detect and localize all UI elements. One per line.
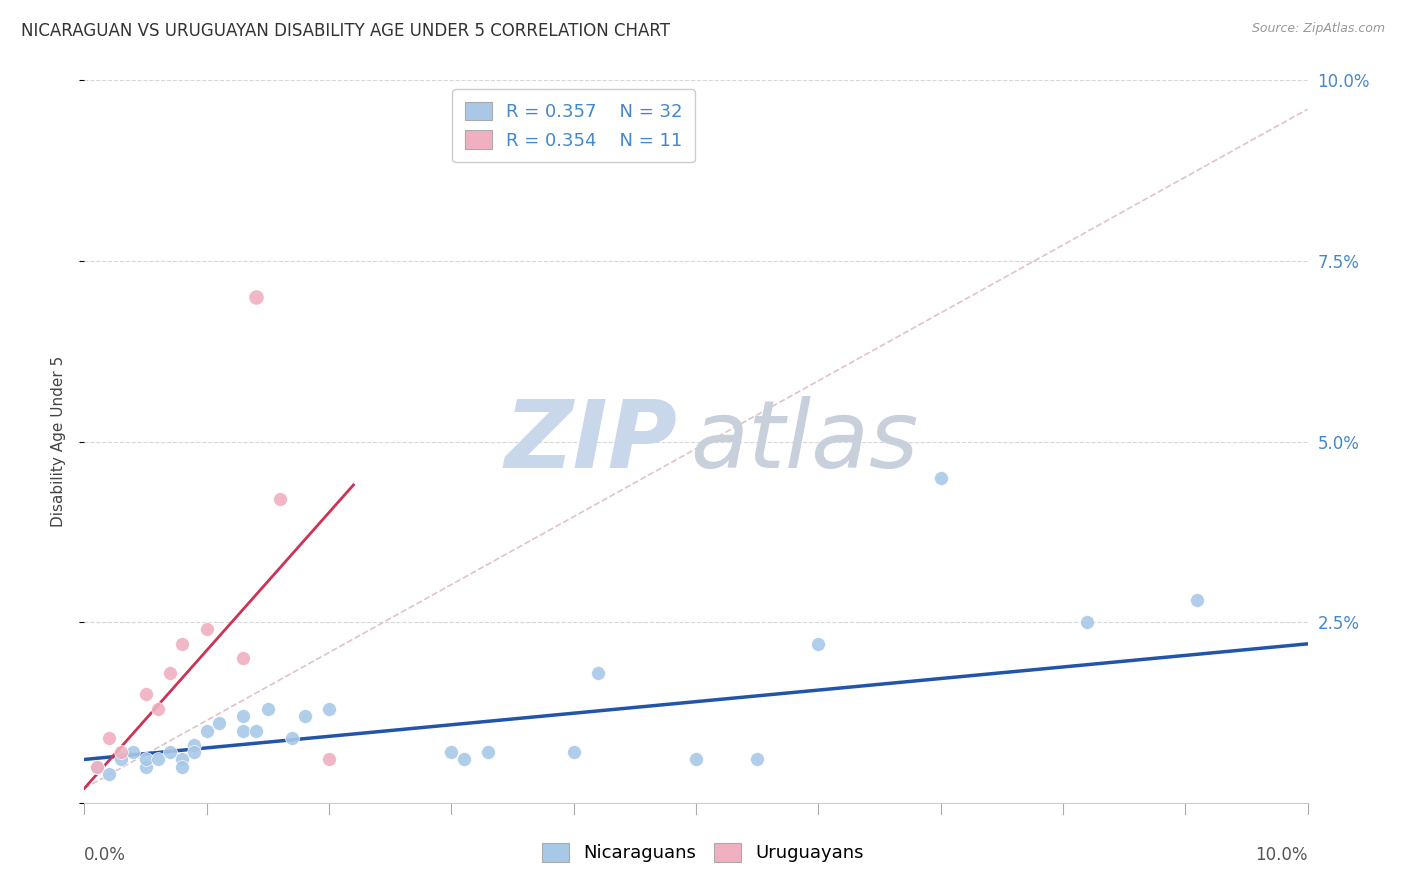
Point [294, 709, 316, 723]
Point [685, 752, 707, 766]
Point [97, 767, 120, 781]
Point [318, 702, 340, 716]
Point [232, 709, 254, 723]
Text: 0.0%: 0.0% [84, 847, 127, 864]
Point [232, 723, 254, 738]
Point [172, 752, 194, 766]
Point [97, 731, 120, 745]
Point [1187, 593, 1209, 607]
Y-axis label: Disability Age Under 5: Disability Age Under 5 [51, 356, 66, 527]
Point [318, 752, 340, 766]
Text: NICARAGUAN VS URUGUAYAN DISABILITY AGE UNDER 5 CORRELATION CHART: NICARAGUAN VS URUGUAYAN DISABILITY AGE U… [21, 22, 671, 40]
Legend: Nicaraguans, Uruguayans: Nicaraguans, Uruguayans [534, 836, 872, 870]
Point [562, 745, 585, 759]
Point [807, 637, 830, 651]
Text: atlas: atlas [690, 396, 918, 487]
Point [245, 290, 267, 304]
Point [159, 665, 181, 680]
Point [1076, 615, 1098, 630]
Text: 10.0%: 10.0% [1256, 847, 1308, 864]
Point [135, 752, 157, 766]
Point [135, 687, 157, 701]
Point [269, 492, 291, 507]
Point [122, 745, 145, 759]
Point [86, 760, 108, 774]
Text: ZIP: ZIP [505, 395, 678, 488]
Point [146, 752, 169, 766]
Point [183, 745, 205, 759]
Point [195, 623, 218, 637]
Point [257, 702, 280, 716]
Point [159, 745, 181, 759]
Point [135, 760, 157, 774]
Point [281, 731, 304, 745]
Point [477, 745, 499, 759]
Point [172, 637, 194, 651]
Point [195, 723, 218, 738]
Point [232, 651, 254, 665]
Text: Source: ZipAtlas.com: Source: ZipAtlas.com [1251, 22, 1385, 36]
Point [747, 752, 769, 766]
Point [110, 745, 132, 759]
Point [146, 702, 169, 716]
Point [453, 752, 475, 766]
Point [183, 738, 205, 752]
Point [172, 760, 194, 774]
Point [245, 723, 267, 738]
Point [440, 745, 463, 759]
Point [86, 760, 108, 774]
Point [929, 471, 952, 485]
Legend: R = 0.357    N = 32, R = 0.354    N = 11: R = 0.357 N = 32, R = 0.354 N = 11 [451, 89, 696, 162]
Point [110, 752, 132, 766]
Point [208, 716, 231, 731]
Point [586, 665, 609, 680]
